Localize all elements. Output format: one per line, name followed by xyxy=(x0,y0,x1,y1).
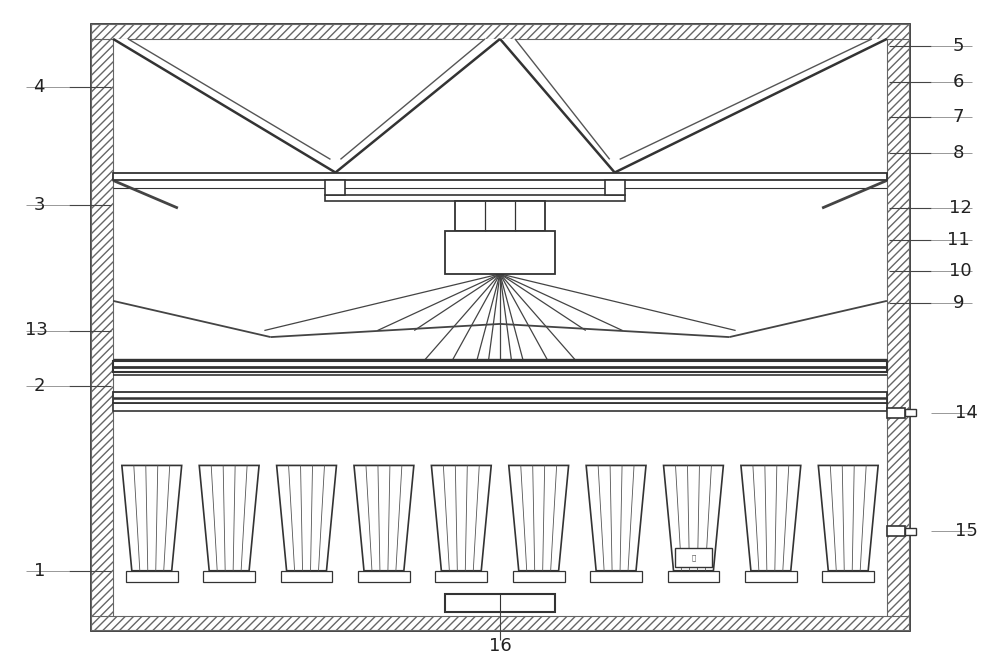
Bar xyxy=(605,180,625,195)
Bar xyxy=(675,548,712,567)
Text: 3: 3 xyxy=(34,196,45,214)
Text: 9: 9 xyxy=(953,294,964,312)
Bar xyxy=(325,195,625,202)
Text: 14: 14 xyxy=(955,404,978,422)
Bar xyxy=(358,571,410,582)
Text: 7: 7 xyxy=(953,108,964,126)
Bar xyxy=(887,408,905,418)
Text: 6: 6 xyxy=(953,73,964,91)
Bar xyxy=(203,571,255,582)
Bar xyxy=(91,24,909,39)
Polygon shape xyxy=(122,465,182,570)
Polygon shape xyxy=(741,465,801,570)
Bar xyxy=(745,571,797,582)
Bar xyxy=(91,24,909,630)
Bar xyxy=(113,403,887,410)
Bar xyxy=(113,362,887,372)
Polygon shape xyxy=(586,465,646,570)
Text: 16: 16 xyxy=(489,637,511,656)
Bar xyxy=(113,393,887,403)
Bar xyxy=(91,615,909,630)
Bar xyxy=(905,409,916,416)
Polygon shape xyxy=(431,465,491,570)
Bar xyxy=(126,571,178,582)
Polygon shape xyxy=(199,465,259,570)
Bar xyxy=(445,231,555,274)
Bar xyxy=(822,571,874,582)
Text: 4: 4 xyxy=(34,78,45,96)
Bar xyxy=(445,594,555,612)
Text: 8: 8 xyxy=(953,144,964,162)
Bar xyxy=(887,24,909,630)
Bar xyxy=(91,24,113,630)
Bar xyxy=(905,527,916,535)
Text: 15: 15 xyxy=(955,522,978,540)
Polygon shape xyxy=(509,465,569,570)
Text: 额: 额 xyxy=(691,555,696,561)
Text: 12: 12 xyxy=(949,199,972,217)
Text: 11: 11 xyxy=(947,231,970,249)
Polygon shape xyxy=(277,465,336,570)
Polygon shape xyxy=(335,39,500,173)
Text: 10: 10 xyxy=(949,262,972,280)
Polygon shape xyxy=(354,465,414,570)
Bar xyxy=(281,571,332,582)
Polygon shape xyxy=(615,39,887,173)
Text: 13: 13 xyxy=(25,321,48,340)
Text: 5: 5 xyxy=(953,37,964,55)
Bar xyxy=(513,571,565,582)
Polygon shape xyxy=(500,39,615,173)
Bar xyxy=(325,180,345,195)
Polygon shape xyxy=(113,39,335,173)
Bar xyxy=(887,526,905,536)
Bar xyxy=(590,571,642,582)
Polygon shape xyxy=(818,465,878,570)
Text: 1: 1 xyxy=(34,562,45,580)
Polygon shape xyxy=(664,465,723,570)
Bar xyxy=(435,571,487,582)
Bar xyxy=(113,173,887,180)
Bar xyxy=(455,202,545,231)
Bar xyxy=(668,571,719,582)
Text: 2: 2 xyxy=(34,377,45,395)
